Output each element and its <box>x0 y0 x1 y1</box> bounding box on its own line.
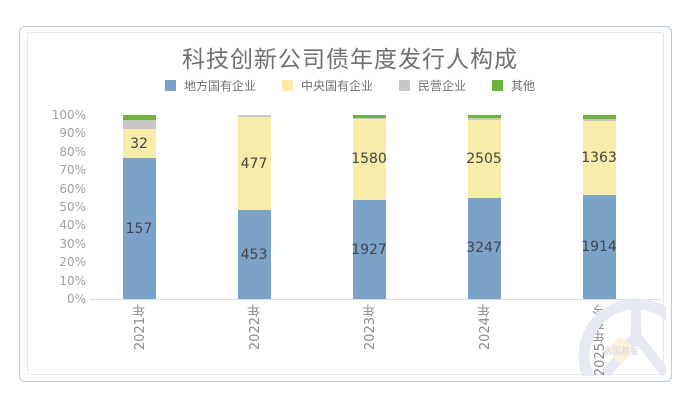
bar-segment[interactable]: 157 <box>122 158 156 299</box>
legend-swatch <box>281 80 293 91</box>
bar-stack[interactable]: 157 32 <box>122 115 156 299</box>
legend-item[interactable]: 地方国有企业 <box>164 77 256 94</box>
bar-segment[interactable]: 32 <box>122 129 156 159</box>
x-tick-label: 2024年 <box>478 304 493 351</box>
bar-stack[interactable]: 453 477 <box>237 115 271 299</box>
legend-label: 中央国有企业 <box>300 79 373 93</box>
y-tick-label: 0% <box>66 292 86 306</box>
bar-segment[interactable] <box>582 115 616 120</box>
data-label: 157 <box>125 220 153 237</box>
data-label: 3247 <box>466 240 502 257</box>
data-label: 477 <box>240 155 268 172</box>
bar-segment[interactable]: 1580 <box>351 118 387 201</box>
bar-segment[interactable]: 1363 <box>581 121 617 196</box>
bar-segment[interactable]: 453 <box>237 210 271 299</box>
data-label: 1914 <box>581 239 617 256</box>
data-label: 1363 <box>581 150 617 167</box>
x-tick-label: 2023年 <box>363 304 378 351</box>
data-label: 1580 <box>351 151 387 168</box>
bar-segment[interactable] <box>467 115 501 118</box>
x-tick-label: 2022年 <box>248 304 263 351</box>
bar-stack[interactable]: 1927 1580 <box>351 115 387 299</box>
y-tick-label: 40% <box>59 218 86 233</box>
x-axis-line <box>90 299 660 300</box>
bar-stack[interactable]: 1914 1363 <box>581 115 617 299</box>
legend-item[interactable]: 其他 <box>492 77 535 94</box>
x-tick-label: 2025年至今 <box>593 304 608 377</box>
bar-segment[interactable]: 477 <box>237 116 271 211</box>
legend-item[interactable]: 中央国有企业 <box>281 77 373 94</box>
data-label: 2505 <box>466 151 502 168</box>
chart-inner-frame <box>27 32 664 375</box>
x-tick-label: 2021年 <box>133 304 148 351</box>
chart-outer-frame <box>19 26 672 382</box>
bar-segment[interactable] <box>352 117 386 119</box>
bar-segment[interactable]: 1927 <box>351 200 387 299</box>
legend-swatch <box>492 80 504 91</box>
legend-item[interactable]: 民营企业 <box>399 77 466 94</box>
bar-segment[interactable] <box>352 115 386 118</box>
y-tick-label: 20% <box>59 255 86 270</box>
chart-legend: 地方国有企业 中央国有企业 民营企业 其他 <box>0 77 700 94</box>
y-tick-label: 50% <box>59 200 86 214</box>
y-tick-label: 70% <box>59 163 86 178</box>
bar-segment[interactable] <box>122 120 156 130</box>
bar-segment[interactable]: 1914 <box>581 195 617 299</box>
data-label: 32 <box>130 135 148 152</box>
legend-label: 其他 <box>511 79 536 93</box>
y-tick-label: 80% <box>59 144 86 159</box>
legend-label: 地方国有企业 <box>183 79 256 93</box>
bar-segment[interactable] <box>237 115 271 117</box>
chart-title: 科技创新公司债年度发行人构成 <box>182 47 518 73</box>
y-tick-label: 60% <box>59 181 86 196</box>
legend-swatch <box>164 80 176 91</box>
bar-segment[interactable]: 3247 <box>466 197 502 299</box>
data-label: 1927 <box>351 241 387 258</box>
y-tick-label: 30% <box>59 236 86 251</box>
data-label: 453 <box>240 246 268 263</box>
bar-segment[interactable] <box>467 117 501 121</box>
y-tick-label: 10% <box>59 273 86 288</box>
legend-swatch <box>399 80 410 91</box>
bar-segment[interactable] <box>122 115 156 121</box>
y-tick-label: 100% <box>51 108 86 122</box>
bar-stack[interactable]: 3247 2505 <box>466 115 502 299</box>
y-tick-label: 90% <box>59 126 86 141</box>
bar-segment[interactable] <box>582 119 616 121</box>
legend-label: 民营企业 <box>418 79 467 93</box>
bar-segment[interactable]: 2505 <box>466 120 502 198</box>
